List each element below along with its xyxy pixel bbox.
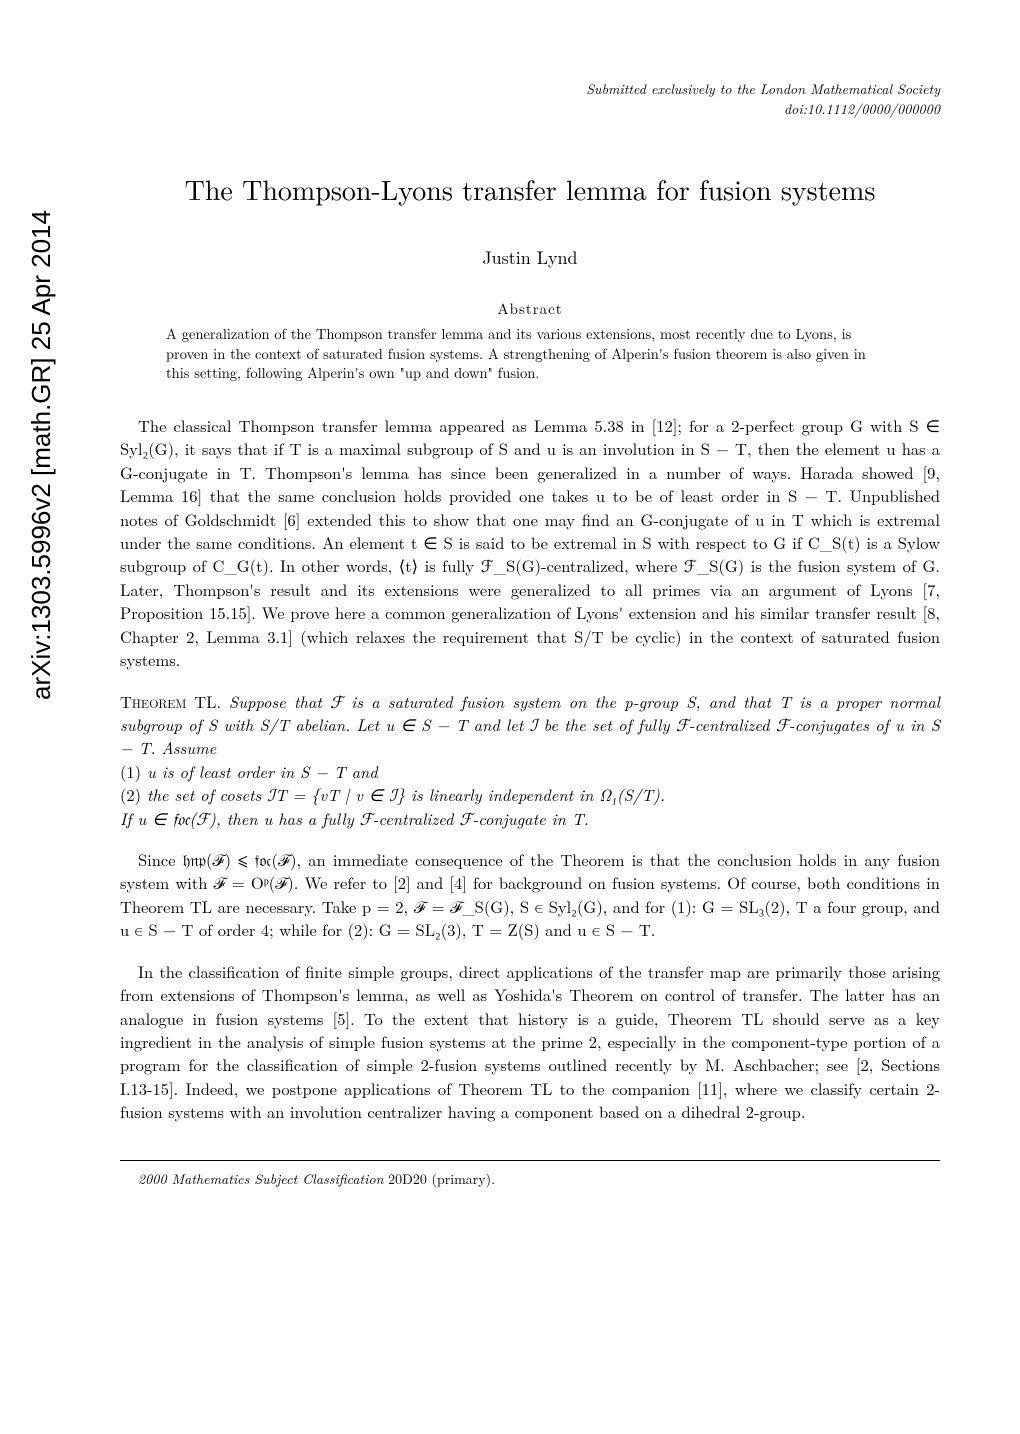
- theorem-conclusion: If u ∈ 𝔣𝔬𝔠(ℱ), then u has a fully ℱ-cent…: [120, 807, 940, 830]
- page-body: Submitted exclusively to the London Math…: [120, 0, 940, 1189]
- intro-paragraph: The classical Thompson transfer lemma ap…: [120, 414, 940, 672]
- msc-label: 2000 Mathematics Subject Classification: [138, 1169, 384, 1189]
- consequence-paragraph: Since 𝔥𝔫𝔭(ℱ) ⩽ 𝔣𝔬𝔠(ℱ), an immediate cons…: [120, 848, 940, 942]
- arxiv-identifier: arXiv:1303.5996v2 [math.GR] 25 Apr 2014: [26, 210, 57, 700]
- journal-header: Submitted exclusively to the London Math…: [120, 80, 940, 119]
- theorem-item-2: (2) the set of cosets ℐT = {vT | v ∈ ℐ} …: [120, 783, 940, 806]
- msc-value: 20D20 (primary).: [388, 1169, 495, 1189]
- author-name: Justin Lynd: [120, 245, 940, 270]
- theorem-item-1-text: u is of least order in S − T and: [147, 759, 378, 783]
- theorem-item-2-num: (2): [120, 782, 141, 806]
- classification-paragraph: In the classification of finite simple g…: [120, 960, 940, 1124]
- msc-footer: 2000 Mathematics Subject Classification …: [120, 1169, 940, 1189]
- theorem-item-1-num: (1): [120, 759, 141, 783]
- abstract-text: A generalization of the Thompson transfe…: [166, 325, 894, 384]
- theorem-statement: Suppose that ℱ is a saturated fusion sys…: [120, 689, 940, 760]
- theorem-tl: Theorem TL. Suppose that ℱ is a saturate…: [120, 690, 940, 831]
- theorem-item-1: (1) u is of least order in S − T and: [120, 760, 940, 783]
- page-title: The Thompson-Lyons transfer lemma for fu…: [120, 169, 940, 209]
- theorem-label: Theorem TL.: [120, 689, 221, 713]
- footer-rule: [120, 1160, 940, 1161]
- theorem-item-2-text: the set of cosets ℐT = {vT | v ∈ ℐ} is l…: [147, 782, 665, 806]
- journal-line-1: Submitted exclusively to the London Math…: [120, 80, 940, 100]
- journal-line-2: doi:10.1112/0000/000000: [120, 100, 940, 120]
- abstract-heading: Abstract: [120, 298, 940, 319]
